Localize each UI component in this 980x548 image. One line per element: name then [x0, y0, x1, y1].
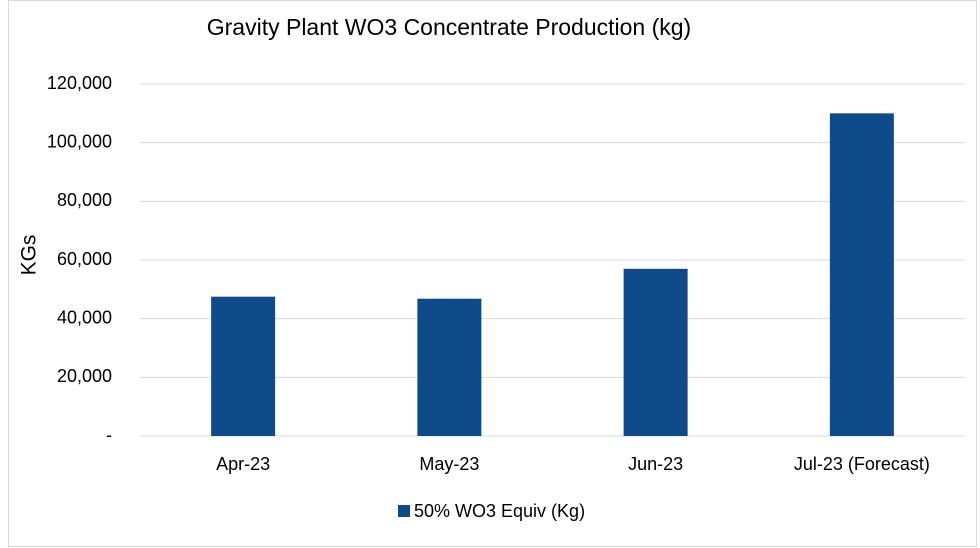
chart-title: Gravity Plant WO3 Concentrate Production…	[207, 14, 691, 40]
legend-label: 50% WO3 Equiv (Kg)	[414, 501, 585, 521]
y-tick-label: 40,000	[57, 307, 112, 327]
y-tick-label: 100,000	[47, 131, 112, 151]
y-tick-label: 20,000	[57, 366, 112, 386]
bar	[211, 296, 276, 436]
x-tick-label: Apr-23	[216, 454, 270, 474]
bar	[623, 268, 688, 436]
x-tick-label: May-23	[419, 454, 479, 474]
bar	[417, 298, 482, 436]
y-axis-title: KGs	[18, 235, 41, 276]
legend-swatch	[398, 505, 410, 517]
y-tick-label: 120,000	[47, 73, 112, 93]
y-tick-label: 80,000	[57, 190, 112, 210]
bar	[829, 113, 894, 436]
y-tick-label: 60,000	[57, 249, 112, 269]
x-tick-label: Jun-23	[628, 454, 683, 474]
x-tick-label: Jul-23 (Forecast)	[794, 454, 930, 474]
chart-frame	[8, 0, 977, 547]
y-tick-label: -	[106, 425, 112, 445]
